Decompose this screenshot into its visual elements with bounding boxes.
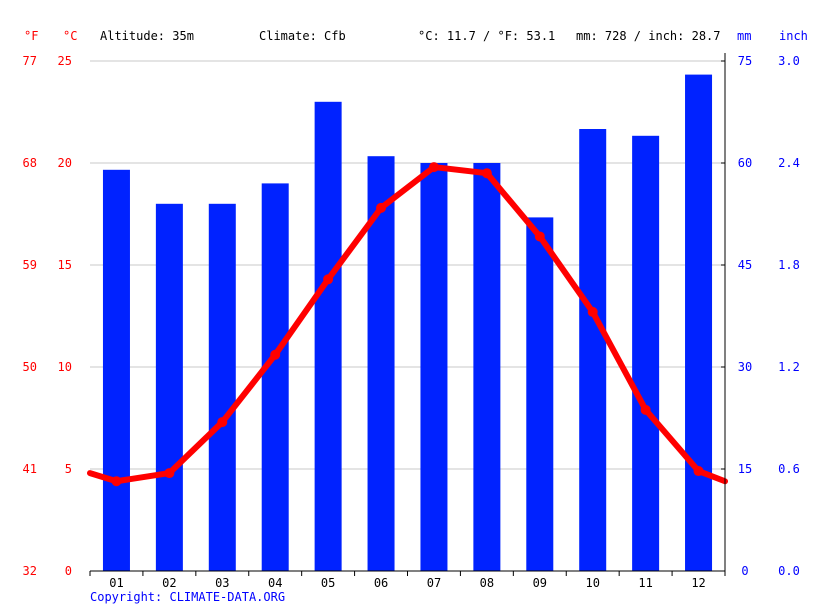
month-label-07: 07	[427, 576, 441, 590]
temperature-point-10	[587, 306, 598, 317]
celsius-tick-label: 0	[65, 564, 72, 578]
fahrenheit-tick-label: 68	[23, 156, 37, 170]
temperature-point-11	[640, 404, 651, 415]
climate-label: Climate: Cfb	[259, 29, 346, 43]
inch-tick-label: 1.2	[778, 360, 800, 374]
mm-tick-label: 30	[738, 360, 752, 374]
temperature-point-07	[428, 162, 439, 173]
fahrenheit-tick-label: 41	[23, 462, 37, 476]
month-label-09: 09	[533, 576, 547, 590]
temperature-point-03	[217, 417, 228, 428]
month-label-01: 01	[109, 576, 123, 590]
celsius-tick-label: 25	[58, 54, 72, 68]
temperature-series-line	[87, 164, 728, 485]
inch-tick-label: 2.4	[778, 156, 800, 170]
mm-unit-label: mm	[737, 29, 751, 43]
fahrenheit-tick-label: 32	[23, 564, 37, 578]
inch-tick-label: 3.0	[778, 54, 800, 68]
month-label-04: 04	[268, 576, 282, 590]
month-label-02: 02	[162, 576, 176, 590]
month-label-05: 05	[321, 576, 335, 590]
copyright-link[interactable]: Copyright: CLIMATE-DATA.ORG	[90, 590, 286, 604]
precipitation-bar-09	[526, 217, 554, 571]
month-label-08: 08	[480, 576, 494, 590]
mm-tick-label: 60	[738, 156, 752, 170]
temperature-line	[87, 162, 728, 487]
temperature-point-04	[270, 349, 281, 360]
precipitation-bar-07	[420, 163, 448, 571]
month-label-10: 10	[585, 576, 599, 590]
celsius-tick-label: 20	[58, 156, 72, 170]
mm-tick-label: 0	[741, 564, 748, 578]
temperature-point-09	[534, 231, 545, 242]
inch-tick-label: 1.8	[778, 258, 800, 272]
precipitation-bar-08	[473, 163, 501, 571]
fahrenheit-tick-label: 77	[23, 54, 37, 68]
month-label-03: 03	[215, 576, 229, 590]
celsius-tick-label: 15	[58, 258, 72, 272]
mm-tick-label: 15	[738, 462, 752, 476]
precipitation-bar-02	[155, 203, 183, 572]
precipitation-bar-10	[579, 129, 607, 571]
precipitation-bar-04	[261, 183, 289, 571]
temperature-point-05	[323, 274, 334, 285]
precipitation-bar-11	[632, 135, 660, 572]
mm-tick-label: 45	[738, 258, 752, 272]
temperature-point-06	[376, 202, 387, 213]
precipitation-bars	[102, 74, 713, 572]
month-label-11: 11	[638, 576, 652, 590]
precipitation-bar-06	[367, 156, 395, 571]
celsius-tick-label: 10	[58, 360, 72, 374]
celsius-unit-label: °C	[63, 29, 77, 43]
altitude-label: Altitude: 35m	[100, 29, 194, 43]
fahrenheit-tick-label: 59	[23, 258, 37, 272]
month-label-12: 12	[691, 576, 705, 590]
precipitation-bar-05	[314, 101, 342, 572]
temperature-point-12	[693, 466, 704, 477]
tick-labels: 32 0 41 5 50 10 59 15 68 20 77 25 0 0.0 15 0.6 30 1.2 45 1.…	[23, 54, 800, 590]
temperature-point-08	[481, 168, 492, 179]
precipitation-total-label: mm: 728 / inch: 28.7	[576, 29, 721, 43]
fahrenheit-tick-label: 50	[23, 360, 37, 374]
celsius-tick-label: 5	[65, 462, 72, 476]
fahrenheit-unit-label: °F	[24, 29, 38, 43]
average-temperature-label: °C: 11.7 / °F: 53.1	[418, 29, 555, 43]
gridlines	[90, 60, 725, 470]
mm-tick-label: 75	[738, 54, 752, 68]
inch-tick-label: 0.6	[778, 462, 800, 476]
axes	[89, 53, 726, 576]
temperature-point-01	[111, 476, 122, 487]
precipitation-bar-01	[102, 169, 130, 572]
month-label-06: 06	[374, 576, 388, 590]
temperature-point-02	[164, 468, 175, 479]
inch-tick-label: 0.0	[778, 564, 800, 578]
inch-unit-label: inch	[779, 29, 808, 43]
precipitation-bar-03	[208, 203, 236, 572]
precipitation-bar-12	[685, 74, 713, 571]
